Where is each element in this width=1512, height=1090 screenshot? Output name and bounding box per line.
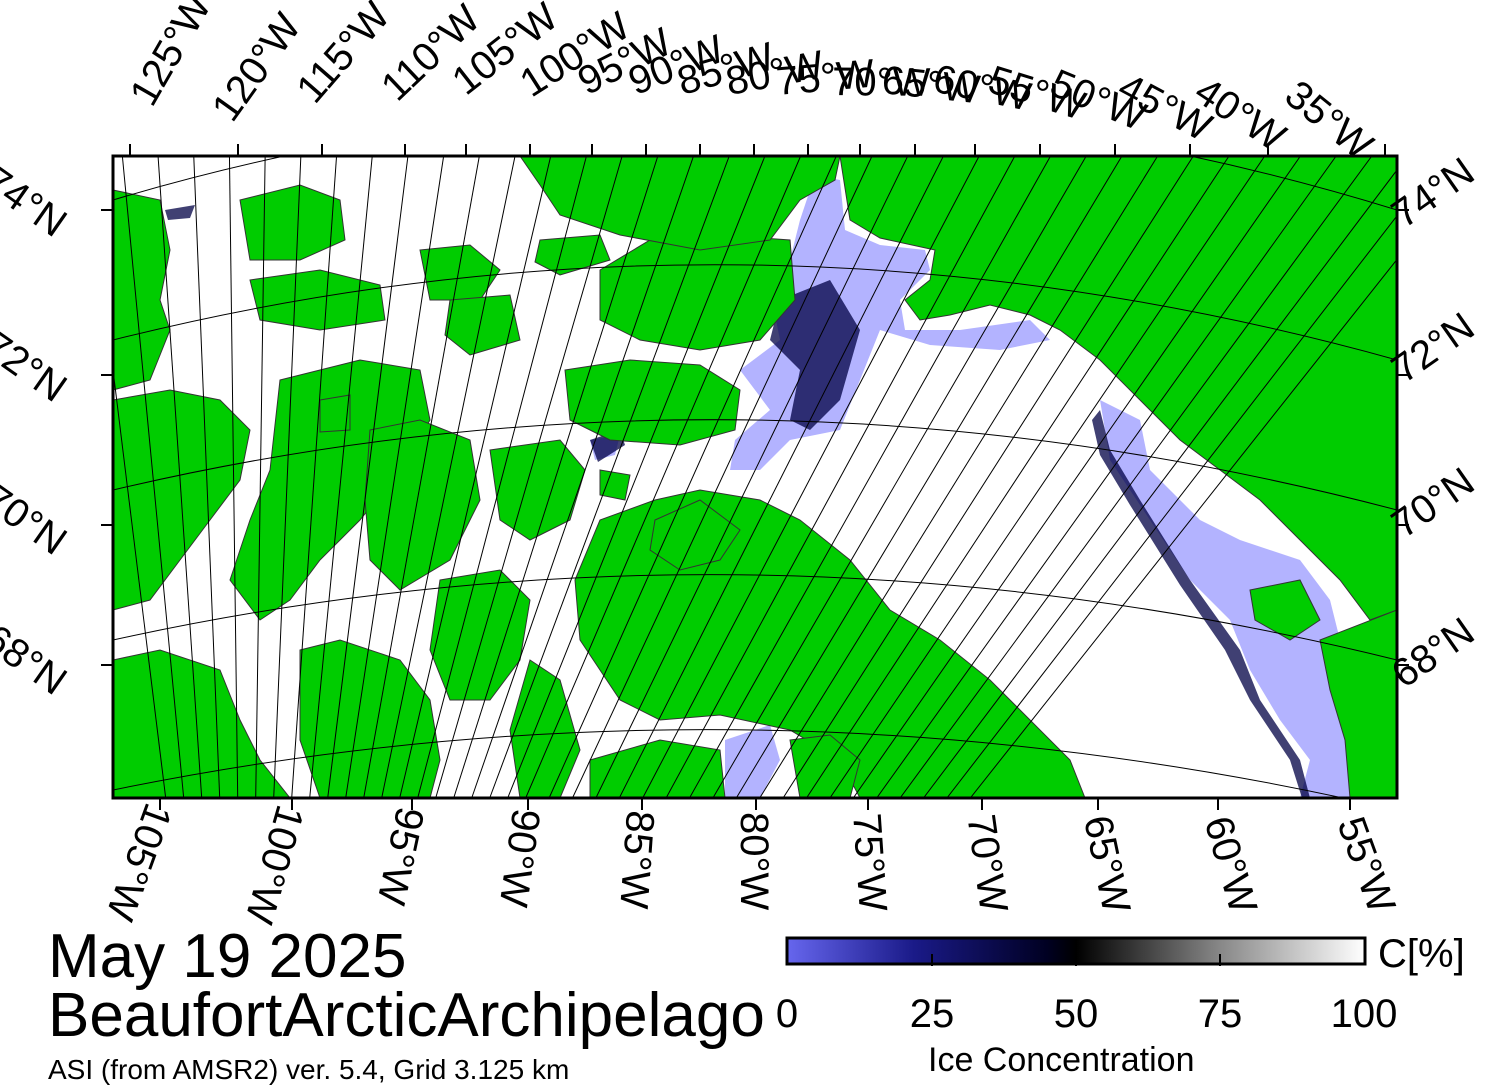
colorbar-tick-label: 100 <box>1330 992 1398 1036</box>
bottom-lon-label: 85°W <box>611 809 662 911</box>
colorbar-tick-label: 25 <box>909 992 955 1036</box>
source-label: ASI (from AMSR2) ver. 5.4, Grid 3.125 km <box>48 1054 570 1085</box>
colorbar <box>785 936 1367 966</box>
date-label: May 19 2025 <box>48 922 407 991</box>
colorbar-tick-label: 0 <box>775 992 799 1036</box>
colorbar-tick-label: 75 <box>1197 992 1243 1036</box>
bottom-lon-label: 75°W <box>844 811 895 913</box>
colorbar-tick-label: 50 <box>1053 992 1099 1036</box>
colorbar-unit: C[%] <box>1378 932 1465 976</box>
land-masses <box>113 156 1397 798</box>
region-label: BeaufortArcticArchipelago <box>48 981 765 1050</box>
graticule <box>113 156 1397 798</box>
colorbar-title: Ice Concentration <box>928 1041 1195 1079</box>
bottom-lon-label: 80°W <box>732 812 776 911</box>
